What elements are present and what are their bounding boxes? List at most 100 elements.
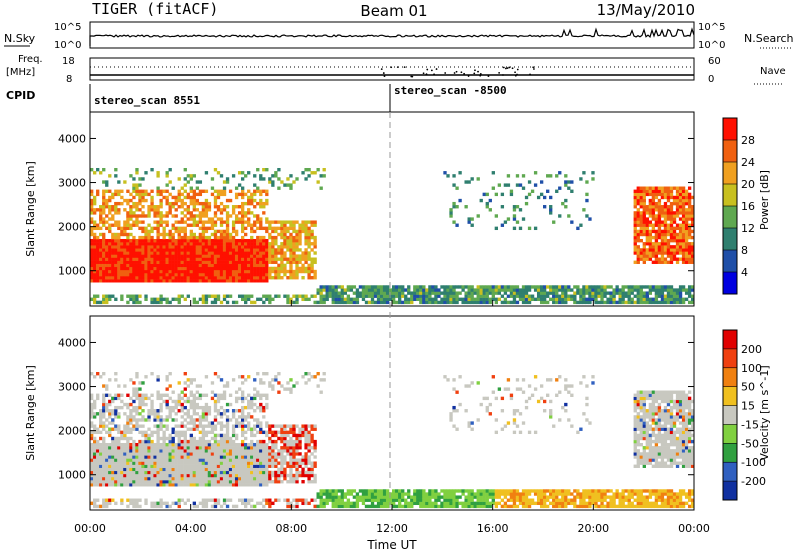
power-cell	[361, 291, 366, 295]
power-cell	[271, 235, 275, 240]
velocity-cell	[183, 480, 187, 484]
power-cell	[539, 192, 544, 197]
power-cell	[666, 208, 671, 212]
velocity-cell	[216, 458, 221, 462]
velocity-cell	[292, 430, 296, 435]
velocity-cell	[171, 452, 175, 456]
power-cell	[271, 254, 275, 258]
power-cell	[198, 276, 203, 280]
velocity-cell	[265, 452, 269, 456]
power-cell	[171, 238, 175, 243]
power-cell	[259, 248, 263, 252]
power-cell	[636, 232, 640, 237]
power-cell	[219, 276, 224, 280]
power-cell	[192, 232, 196, 237]
power-cell	[93, 266, 97, 271]
velocity-cell	[147, 483, 151, 487]
power-cell	[322, 285, 326, 289]
velocity-cell	[186, 458, 190, 462]
velocity-cell	[310, 433, 314, 438]
velocity-cell	[241, 455, 245, 459]
velocity-cell	[129, 436, 133, 441]
velocity-cell	[274, 473, 278, 478]
velocity-cell	[225, 421, 230, 425]
power-cell	[277, 294, 281, 298]
velocity-cell	[274, 498, 278, 502]
power-cell	[216, 276, 221, 280]
velocity-cell	[262, 480, 266, 484]
power-cell	[159, 242, 163, 246]
power-cell	[108, 223, 112, 227]
power-cell	[684, 297, 689, 302]
velocity-cell	[241, 381, 245, 385]
velocity-cell	[195, 476, 200, 481]
power-cell	[283, 251, 287, 255]
velocity-cell	[111, 442, 115, 447]
velocity-cell	[259, 501, 263, 506]
power-cell	[186, 208, 190, 212]
velocity-cell	[198, 480, 203, 484]
power-cell	[168, 242, 172, 246]
velocity-cell	[292, 504, 296, 509]
power-cell	[295, 242, 299, 246]
velocity-cell	[234, 424, 239, 428]
power-cell	[108, 217, 112, 221]
power-cell	[292, 248, 296, 252]
power-cell	[90, 217, 94, 221]
velocity-cell	[286, 387, 290, 391]
power-cell	[271, 245, 275, 249]
power-cell	[123, 266, 127, 271]
power-cell	[228, 269, 233, 274]
velocity-cell	[241, 415, 245, 419]
velocity-cell	[286, 452, 290, 456]
power-cell	[648, 201, 653, 206]
power-cell	[210, 186, 215, 190]
velocity-cell	[186, 473, 190, 478]
velocity-cell	[129, 458, 133, 462]
velocity-cell	[114, 393, 118, 397]
velocity-cell	[250, 473, 254, 478]
power-cell	[132, 300, 136, 305]
power-cell	[687, 291, 692, 295]
velocity-cell	[304, 501, 308, 506]
power-cell	[201, 189, 206, 193]
velocity-cell	[213, 427, 218, 431]
power-cell	[247, 272, 251, 277]
velocity-cell	[234, 421, 239, 425]
velocity-cell	[234, 461, 239, 465]
power-cell	[633, 205, 637, 209]
power-cell	[310, 235, 314, 240]
power-cell	[576, 291, 580, 295]
velocity-cell	[129, 452, 133, 456]
power-cell	[237, 266, 242, 271]
velocity-cell	[283, 442, 287, 447]
velocity-cell	[99, 436, 103, 441]
velocity-cell	[271, 430, 275, 435]
power-cell	[141, 214, 145, 218]
power-cell	[253, 245, 257, 249]
velocity-cell	[102, 415, 106, 419]
power-cell	[201, 263, 206, 268]
velocity-cell	[165, 399, 169, 404]
velocity-cell	[183, 458, 187, 462]
power-cell	[165, 223, 169, 227]
velocity-cell	[96, 442, 100, 447]
velocity-cell	[316, 384, 320, 388]
velocity-cell	[207, 461, 212, 465]
power-cell	[138, 195, 142, 200]
velocity-cell	[298, 458, 302, 462]
power-cell	[244, 238, 248, 243]
velocity-cell	[165, 470, 169, 475]
power-cell	[123, 248, 127, 252]
power-cell	[286, 248, 290, 252]
velocity-cell	[247, 393, 251, 397]
power-cell	[543, 300, 547, 305]
power-cell	[322, 300, 326, 305]
power-cell	[681, 192, 686, 197]
velocity-cell	[171, 455, 175, 459]
power-cell	[259, 276, 263, 280]
power-cell	[114, 254, 118, 258]
power-cell	[684, 208, 689, 212]
velocity-cell	[195, 402, 200, 407]
power-cell	[678, 201, 683, 206]
